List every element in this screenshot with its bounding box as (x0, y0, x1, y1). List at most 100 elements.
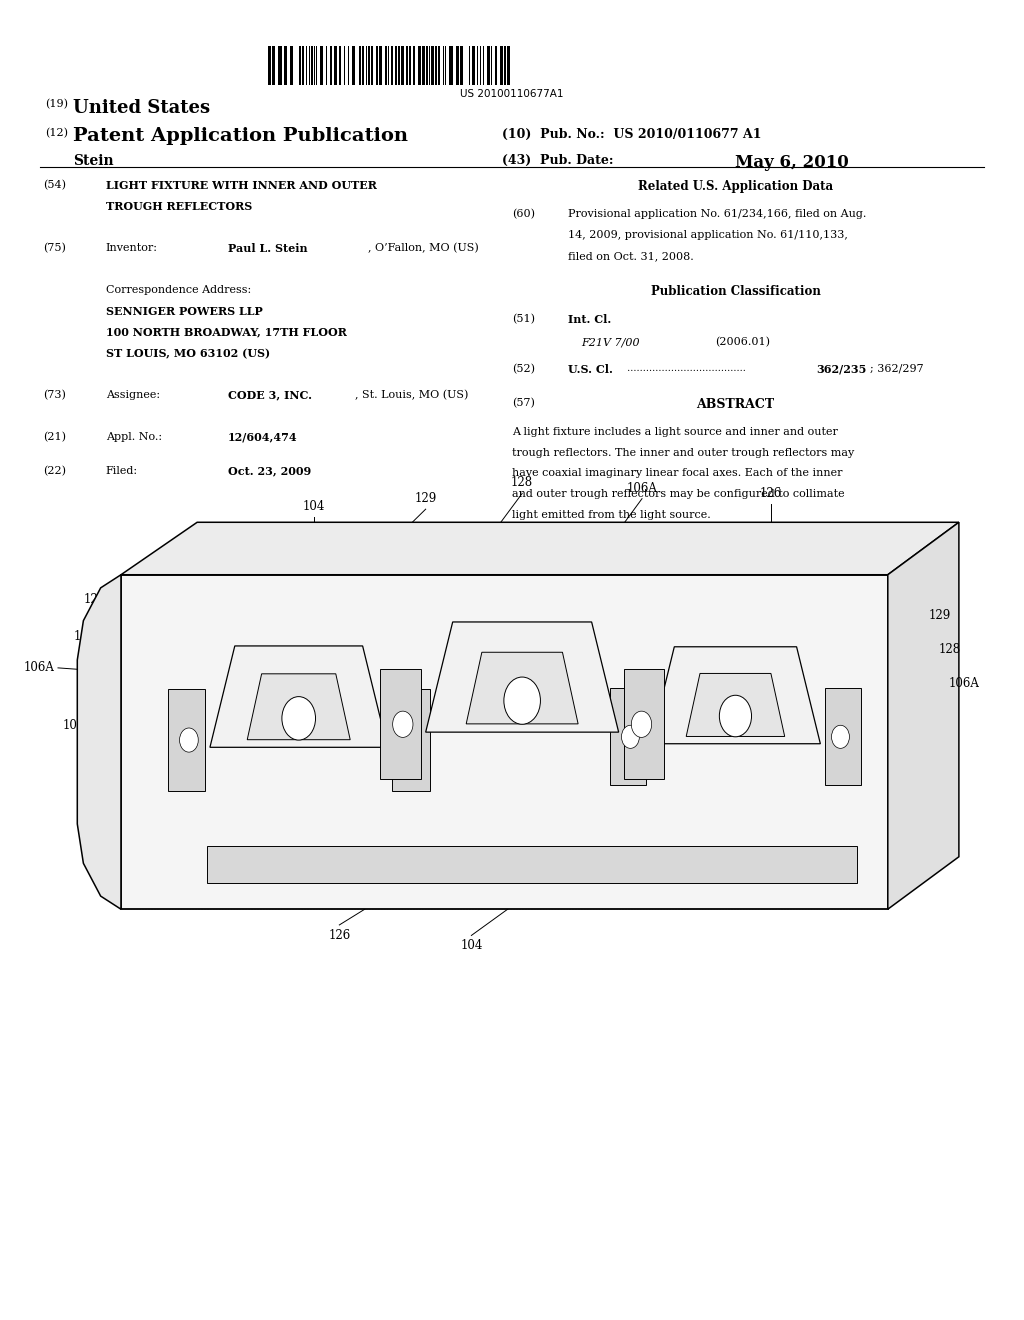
Text: May 6, 2010: May 6, 2010 (735, 153, 849, 170)
Text: 126: 126 (329, 929, 350, 942)
Bar (472, 46, 475, 86)
Text: U.S. Cl.: U.S. Cl. (568, 363, 612, 375)
Bar (385, 46, 387, 86)
Bar (371, 46, 373, 86)
Text: 104: 104 (460, 940, 482, 953)
Circle shape (399, 729, 418, 752)
Text: Appl. No.:: Appl. No.: (105, 432, 162, 442)
Polygon shape (247, 673, 350, 739)
Text: 106A: 106A (949, 677, 980, 690)
Text: 12/604,474: 12/604,474 (227, 432, 297, 442)
Bar (359, 46, 361, 86)
Bar (280, 46, 283, 86)
Text: 129: 129 (929, 609, 950, 622)
Text: Int. Cl.: Int. Cl. (568, 314, 611, 325)
Text: Assignee:: Assignee: (105, 389, 160, 400)
Circle shape (179, 729, 199, 752)
Bar (379, 46, 382, 86)
Text: and outer trough reflectors may be configured to collimate: and outer trough reflectors may be confi… (512, 490, 845, 499)
Text: 362/235: 362/235 (817, 363, 867, 375)
Text: , O’Fallon, MO (US): , O’Fallon, MO (US) (368, 243, 478, 253)
Polygon shape (610, 688, 646, 785)
Text: 129: 129 (84, 593, 105, 606)
Bar (290, 46, 293, 86)
Text: Related U.S. Application Data: Related U.S. Application Data (638, 180, 833, 193)
Bar (426, 46, 428, 86)
Bar (299, 46, 301, 86)
Bar (361, 46, 364, 86)
Text: (43)  Pub. Date:: (43) Pub. Date: (502, 153, 613, 166)
Bar (398, 46, 400, 86)
Text: 106A: 106A (25, 661, 55, 675)
Polygon shape (686, 673, 784, 737)
Text: Patent Application Publication: Patent Application Publication (74, 128, 409, 145)
Circle shape (719, 696, 752, 737)
Text: LIGHT FIXTURE WITH INNER AND OUTER: LIGHT FIXTURE WITH INNER AND OUTER (105, 180, 377, 191)
Bar (334, 46, 337, 86)
Bar (268, 46, 271, 86)
Polygon shape (466, 652, 579, 723)
Bar (311, 46, 312, 86)
Bar (456, 46, 459, 86)
Bar (486, 46, 489, 86)
Text: ST LOUIS, MO 63102 (US): ST LOUIS, MO 63102 (US) (105, 348, 270, 359)
Bar (406, 46, 408, 86)
Text: United States: United States (74, 99, 210, 116)
Text: light emitted from the light source.: light emitted from the light source. (512, 511, 711, 520)
Bar (413, 46, 415, 86)
Text: ......................................: ...................................... (624, 363, 745, 372)
Text: 126: 126 (760, 487, 782, 500)
Text: A light fixture includes a light source and inner and outer: A light fixture includes a light source … (512, 426, 838, 437)
Bar (302, 46, 304, 86)
Bar (366, 46, 368, 86)
Bar (395, 46, 396, 86)
Bar (410, 46, 412, 86)
Text: trough reflectors. The inner and outer trough reflectors may: trough reflectors. The inner and outer t… (512, 447, 854, 458)
Text: 100 NORTH BROADWAY, 17TH FLOOR: 100 NORTH BROADWAY, 17TH FLOOR (105, 327, 346, 338)
Text: Provisional application No. 61/234,166, filed on Aug.: Provisional application No. 61/234,166, … (568, 209, 866, 219)
Bar (422, 46, 425, 86)
Text: SENNIGER POWERS LLP: SENNIGER POWERS LLP (105, 306, 262, 317)
Text: (57): (57) (512, 397, 535, 408)
Bar (272, 46, 274, 86)
Text: (10)  Pub. No.:  US 2010/0110677 A1: (10) Pub. No.: US 2010/0110677 A1 (502, 128, 761, 140)
Text: Publication Classification: Publication Classification (650, 285, 820, 298)
Bar (319, 46, 323, 86)
Polygon shape (650, 647, 820, 743)
Circle shape (282, 697, 315, 741)
Bar (401, 46, 404, 86)
Text: F21V 7/00: F21V 7/00 (581, 338, 640, 347)
Text: Stein: Stein (74, 153, 114, 168)
Polygon shape (168, 689, 205, 791)
Bar (435, 46, 437, 86)
Bar (376, 46, 379, 86)
Polygon shape (77, 574, 121, 909)
Polygon shape (210, 645, 387, 747)
Text: TROUGH REFLECTORS: TROUGH REFLECTORS (105, 201, 252, 213)
Text: 14, 2009, provisional application No. 61/110,133,: 14, 2009, provisional application No. 61… (568, 230, 848, 240)
Polygon shape (888, 523, 958, 909)
Text: Filed:: Filed: (105, 466, 138, 477)
Bar (369, 46, 370, 86)
Text: Correspondence Address:: Correspondence Address: (105, 285, 251, 294)
Text: ; 362/297: ; 362/297 (869, 363, 924, 374)
Bar (352, 46, 354, 86)
Text: ABSTRACT: ABSTRACT (696, 397, 774, 411)
Text: (21): (21) (43, 432, 66, 442)
Circle shape (831, 725, 849, 748)
Text: Oct. 23, 2009: Oct. 23, 2009 (227, 466, 311, 477)
Polygon shape (824, 688, 860, 785)
Bar (496, 46, 497, 86)
Bar (326, 46, 328, 86)
Bar (431, 46, 434, 86)
Text: 104: 104 (303, 500, 326, 513)
Text: 129: 129 (415, 492, 437, 506)
Text: (60): (60) (512, 209, 535, 219)
Bar (418, 46, 421, 86)
Text: (51): (51) (512, 314, 535, 323)
Bar (388, 46, 389, 86)
Polygon shape (392, 689, 429, 791)
Text: Paul L. Stein: Paul L. Stein (227, 243, 307, 253)
Circle shape (622, 725, 639, 748)
Polygon shape (380, 669, 421, 779)
